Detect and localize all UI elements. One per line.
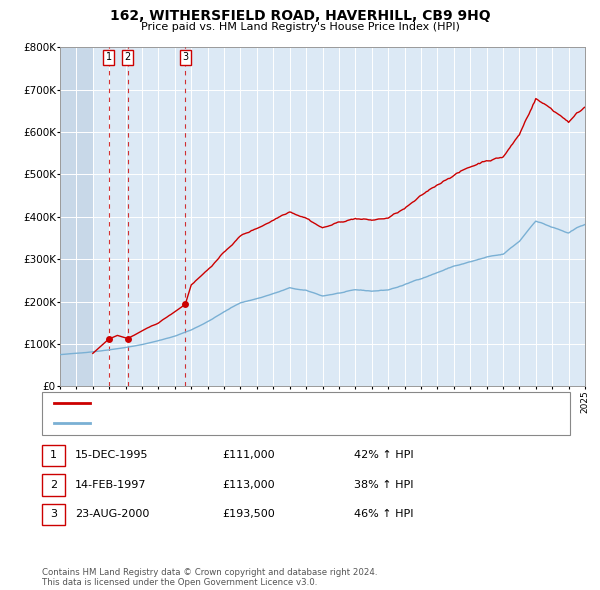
Text: £111,000: £111,000 <box>222 451 275 460</box>
Text: 3: 3 <box>182 53 188 63</box>
Text: 15-DEC-1995: 15-DEC-1995 <box>75 451 149 460</box>
Text: £193,500: £193,500 <box>222 510 275 519</box>
Text: 3: 3 <box>50 510 57 519</box>
Text: 1: 1 <box>106 53 112 63</box>
Text: HPI: Average price, detached house, West Suffolk: HPI: Average price, detached house, West… <box>99 418 357 428</box>
Text: 23-AUG-2000: 23-AUG-2000 <box>75 510 149 519</box>
Text: 2: 2 <box>50 480 57 490</box>
Text: 2: 2 <box>124 53 131 63</box>
Text: 162, WITHERSFIELD ROAD, HAVERHILL, CB9 9HQ (detached house): 162, WITHERSFIELD ROAD, HAVERHILL, CB9 9… <box>99 398 448 408</box>
Text: £113,000: £113,000 <box>222 480 275 490</box>
Text: This data is licensed under the Open Government Licence v3.0.: This data is licensed under the Open Gov… <box>42 578 317 587</box>
Text: Contains HM Land Registry data © Crown copyright and database right 2024.: Contains HM Land Registry data © Crown c… <box>42 568 377 577</box>
Text: 38% ↑ HPI: 38% ↑ HPI <box>354 480 413 490</box>
Text: 46% ↑ HPI: 46% ↑ HPI <box>354 510 413 519</box>
Text: 14-FEB-1997: 14-FEB-1997 <box>75 480 146 490</box>
Text: 42% ↑ HPI: 42% ↑ HPI <box>354 451 413 460</box>
Bar <box>60 47 93 386</box>
Text: 162, WITHERSFIELD ROAD, HAVERHILL, CB9 9HQ: 162, WITHERSFIELD ROAD, HAVERHILL, CB9 9… <box>110 9 490 23</box>
Text: 1: 1 <box>50 451 57 460</box>
Text: Price paid vs. HM Land Registry's House Price Index (HPI): Price paid vs. HM Land Registry's House … <box>140 22 460 32</box>
